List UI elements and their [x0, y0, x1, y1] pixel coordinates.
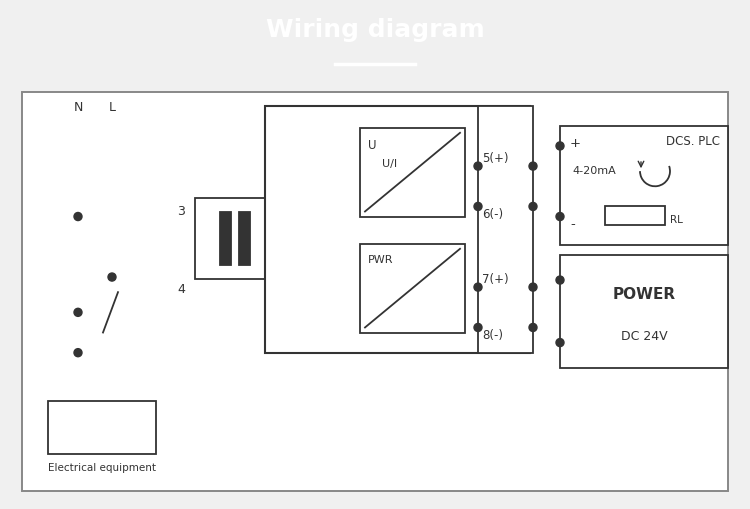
Circle shape: [529, 323, 537, 331]
Text: 4: 4: [177, 282, 185, 296]
Bar: [265, 105, 530, 353]
Text: Electrical equipment: Electrical equipment: [48, 463, 156, 473]
Circle shape: [556, 142, 564, 150]
Bar: [560, 126, 728, 245]
Text: 5(+): 5(+): [482, 152, 508, 164]
Text: RL: RL: [670, 215, 682, 224]
Bar: [220, 212, 231, 265]
Circle shape: [529, 283, 537, 291]
Text: 4-20mA: 4-20mA: [572, 166, 616, 176]
Text: POWER: POWER: [613, 287, 676, 302]
Text: 8(-): 8(-): [482, 329, 503, 342]
Bar: [48, 401, 156, 454]
Bar: [478, 105, 533, 353]
Text: Wiring diagram: Wiring diagram: [266, 18, 484, 42]
Circle shape: [108, 273, 116, 281]
Bar: [560, 255, 728, 368]
Circle shape: [74, 349, 82, 357]
Text: DC 24V: DC 24V: [621, 330, 668, 343]
Circle shape: [556, 276, 564, 284]
Text: -: -: [570, 218, 574, 231]
Text: DCS. PLC: DCS. PLC: [666, 135, 720, 149]
Text: 3: 3: [177, 205, 185, 218]
Bar: [360, 128, 465, 216]
Bar: [360, 244, 465, 332]
Circle shape: [529, 162, 537, 170]
Text: PWR: PWR: [368, 255, 394, 265]
Circle shape: [74, 308, 82, 317]
Bar: [239, 212, 250, 265]
Circle shape: [556, 338, 564, 347]
Circle shape: [529, 203, 537, 211]
Bar: [605, 207, 665, 224]
Text: 7(+): 7(+): [482, 272, 508, 286]
Text: N: N: [74, 101, 82, 114]
Text: U/I: U/I: [382, 159, 398, 169]
Text: L: L: [109, 101, 115, 114]
Circle shape: [474, 283, 482, 291]
Circle shape: [474, 323, 482, 331]
Text: U: U: [368, 139, 376, 152]
Circle shape: [556, 212, 564, 220]
Text: 6(-): 6(-): [482, 208, 503, 221]
Text: +: +: [570, 137, 581, 151]
Circle shape: [474, 203, 482, 211]
Circle shape: [474, 162, 482, 170]
Circle shape: [74, 212, 82, 220]
Bar: [195, 199, 275, 279]
